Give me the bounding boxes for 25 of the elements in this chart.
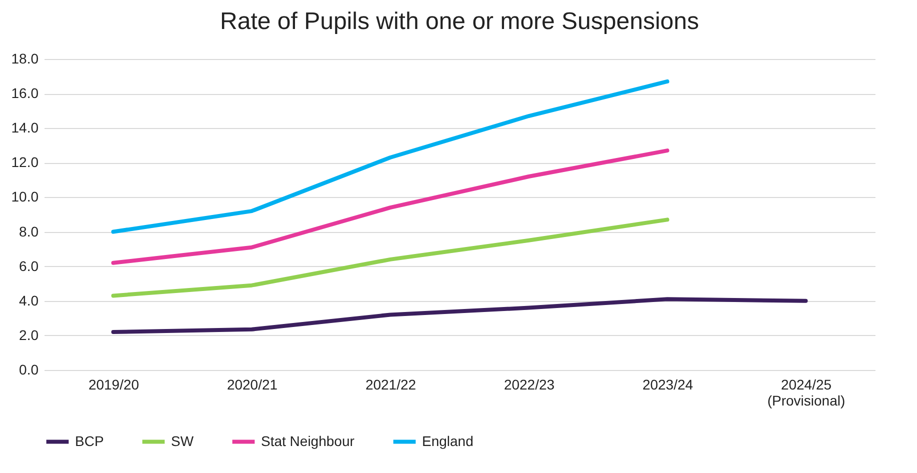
legend-label: Stat Neighbour <box>261 432 355 449</box>
y-tick-label: 6.0 <box>19 258 39 274</box>
line-series <box>111 297 808 334</box>
x-tick-label: 2021/22 <box>365 376 416 392</box>
x-tick-label: 2023/24 <box>642 376 694 392</box>
y-tick-label: 14.0 <box>11 120 39 136</box>
line-series <box>111 79 670 234</box>
y-tick-label: 16.0 <box>11 85 39 102</box>
x-tick-label: 2019/20 <box>88 376 140 392</box>
y-tick-label: 2.0 <box>19 326 39 343</box>
line-series <box>111 218 670 298</box>
y-tick-label: 8.0 <box>19 223 39 240</box>
y-tick-label: 0.0 <box>19 362 39 378</box>
y-tick-label: 10.0 <box>11 188 39 205</box>
y-tick-label: 18.0 <box>11 50 39 66</box>
legend-label: England <box>422 432 474 449</box>
y-tick-label: 12.0 <box>11 154 39 170</box>
chart-title: Rate of Pupils with one or more Suspensions <box>220 8 699 35</box>
line-series <box>111 148 670 265</box>
x-tick-label: 2024/25 (Provisional) <box>767 376 846 408</box>
y-tick-label: 4.0 <box>19 292 39 308</box>
x-tick-label: 2022/23 <box>504 376 555 392</box>
x-tick-label: 2020/21 <box>226 376 278 392</box>
legend-label: SW <box>171 432 194 449</box>
legend-label: BCP <box>75 432 104 449</box>
